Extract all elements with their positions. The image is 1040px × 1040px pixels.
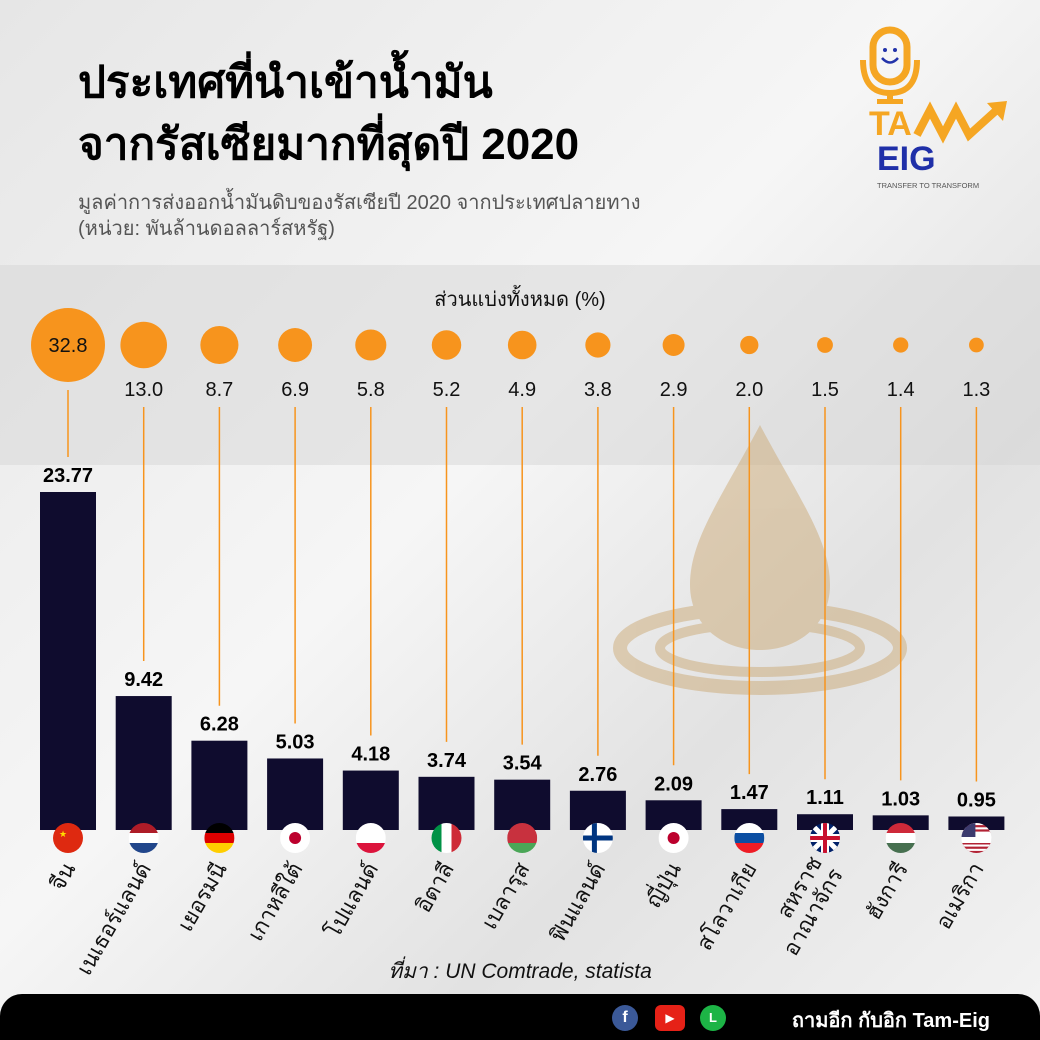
value-label: 2.76 bbox=[578, 764, 617, 786]
share-label: 4.9 bbox=[508, 379, 536, 401]
bar bbox=[797, 814, 853, 830]
bar bbox=[872, 815, 929, 830]
flag-uk-icon bbox=[810, 823, 840, 853]
page-title: ประเทศที่นำเข้าน้ำมัน จากรัสเซียมากที่สุ… bbox=[78, 52, 579, 176]
value-label: 3.54 bbox=[503, 753, 543, 775]
flag-usa-icon bbox=[961, 823, 992, 853]
svg-text:EIG: EIG bbox=[877, 140, 936, 178]
value-label: 4.18 bbox=[351, 744, 390, 766]
country-label: ฮังการี bbox=[861, 858, 914, 924]
share-bubble bbox=[740, 335, 759, 355]
subtitle-line-2: (หน่วย: พันล้านดอลลาร์สหรัฐ) bbox=[78, 218, 335, 240]
svg-text:TRANSFER TO TRANSFORM: TRANSFER TO TRANSFORM bbox=[877, 181, 979, 190]
share-bubble bbox=[120, 321, 167, 369]
title-line-1: ประเทศที่นำเข้าน้ำมัน bbox=[78, 58, 493, 107]
flag-belarus-icon bbox=[507, 823, 538, 853]
share-band bbox=[0, 265, 1040, 465]
value-label: 6.28 bbox=[200, 714, 239, 736]
flag-japan-icon bbox=[658, 823, 689, 853]
country-label: เยอรมนี bbox=[173, 858, 232, 935]
share-header: ส่วนแบ่งทั้งหมด (%) bbox=[434, 289, 606, 311]
footer-brand-text: ถามอีก กับอิก Tam-Eig bbox=[791, 1010, 990, 1032]
bar bbox=[267, 758, 324, 830]
share-label: 32.8 bbox=[49, 335, 88, 357]
country-label: เบลารุส bbox=[477, 858, 536, 934]
share-bubble bbox=[507, 330, 537, 360]
share-bubble bbox=[585, 332, 611, 358]
bar bbox=[115, 696, 172, 830]
value-label: 0.95 bbox=[957, 789, 996, 811]
country-label: อเมริกา bbox=[931, 858, 989, 933]
youtube-icon[interactable]: ▶ bbox=[655, 1005, 685, 1031]
bar bbox=[494, 779, 551, 830]
value-label: 1.11 bbox=[806, 787, 844, 809]
flag-italy-icon bbox=[431, 823, 462, 853]
svg-text:TA: TA bbox=[869, 105, 912, 143]
share-label: 2.9 bbox=[660, 379, 688, 401]
share-label: 3.8 bbox=[584, 379, 612, 401]
value-label: 5.03 bbox=[276, 731, 315, 753]
share-label: 1.4 bbox=[887, 379, 915, 401]
share-label: 1.5 bbox=[811, 379, 839, 401]
flag-germany-icon bbox=[204, 823, 235, 853]
subtitle-line-1: มูลค่าการส่งออกน้ำมันดิบของรัสเซียปี 202… bbox=[78, 192, 641, 214]
country-label: โปแลนด์ bbox=[320, 858, 383, 942]
flag-south-korea-icon bbox=[280, 823, 311, 853]
footer-bar: f ▶ L ถามอีก กับอิก Tam-Eig bbox=[0, 994, 1040, 1040]
share-label: 5.8 bbox=[357, 379, 385, 401]
flag-hungary-icon bbox=[885, 823, 916, 853]
tam-eig-logo: TA EIG TRANSFER TO TRANSFORM bbox=[860, 26, 1007, 190]
flag-netherlands-icon bbox=[128, 823, 159, 853]
country-label: เกาหลีใต้ bbox=[243, 858, 308, 945]
share-bubble bbox=[355, 329, 387, 361]
share-label: 5.2 bbox=[433, 379, 461, 401]
country-label: จีน bbox=[45, 858, 81, 895]
source-note: ที่มา : UN Comtrade, statista bbox=[388, 960, 652, 983]
share-bubble bbox=[431, 330, 462, 360]
share-bubble bbox=[200, 325, 239, 365]
share-bubble bbox=[31, 308, 105, 382]
country-label: อิตาลี bbox=[411, 858, 459, 917]
bar bbox=[721, 809, 778, 830]
share-label: 1.3 bbox=[962, 379, 990, 401]
bar bbox=[418, 776, 475, 830]
value-label: 23.77 bbox=[43, 465, 93, 487]
subtitle: มูลค่าการส่งออกน้ำมันดิบของรัสเซียปี 202… bbox=[78, 190, 641, 242]
flag-slovakia-icon bbox=[734, 823, 765, 853]
share-label: 6.9 bbox=[281, 379, 309, 401]
flag-finland-icon bbox=[582, 823, 613, 853]
line-icon[interactable]: L bbox=[700, 1005, 726, 1031]
bar bbox=[40, 492, 96, 830]
bar bbox=[191, 740, 248, 830]
share-bubble bbox=[278, 328, 313, 362]
facebook-icon[interactable]: f bbox=[612, 1005, 638, 1031]
oil-drop-watermark bbox=[613, 425, 907, 695]
value-label: 1.47 bbox=[730, 782, 769, 804]
value-label: 1.03 bbox=[881, 788, 920, 810]
country-label: ญี่ปุ่น bbox=[638, 857, 687, 913]
share-bubble bbox=[969, 337, 984, 353]
share-bubble bbox=[662, 333, 685, 357]
country-label: สโลวาเกีย bbox=[691, 858, 761, 955]
flag-china-icon: ★ bbox=[53, 823, 83, 853]
value-label: 2.09 bbox=[654, 773, 693, 795]
value-label: 3.74 bbox=[427, 750, 467, 772]
share-label: 8.7 bbox=[205, 379, 233, 401]
flag-poland-icon bbox=[355, 823, 386, 853]
country-label: สหราชอาณาจักร bbox=[757, 852, 848, 960]
bar bbox=[342, 770, 399, 830]
svg-text:★: ★ bbox=[59, 829, 67, 839]
country-label: ฟินแลนด์ bbox=[545, 858, 610, 946]
share-label: 13.0 bbox=[124, 379, 163, 401]
share-bubble bbox=[817, 337, 833, 353]
share-label: 2.0 bbox=[735, 379, 763, 401]
share-bubble bbox=[893, 337, 909, 353]
title-line-2: จากรัสเซียมากที่สุดปี 2020 bbox=[78, 120, 580, 169]
value-label: 9.42 bbox=[124, 669, 163, 691]
